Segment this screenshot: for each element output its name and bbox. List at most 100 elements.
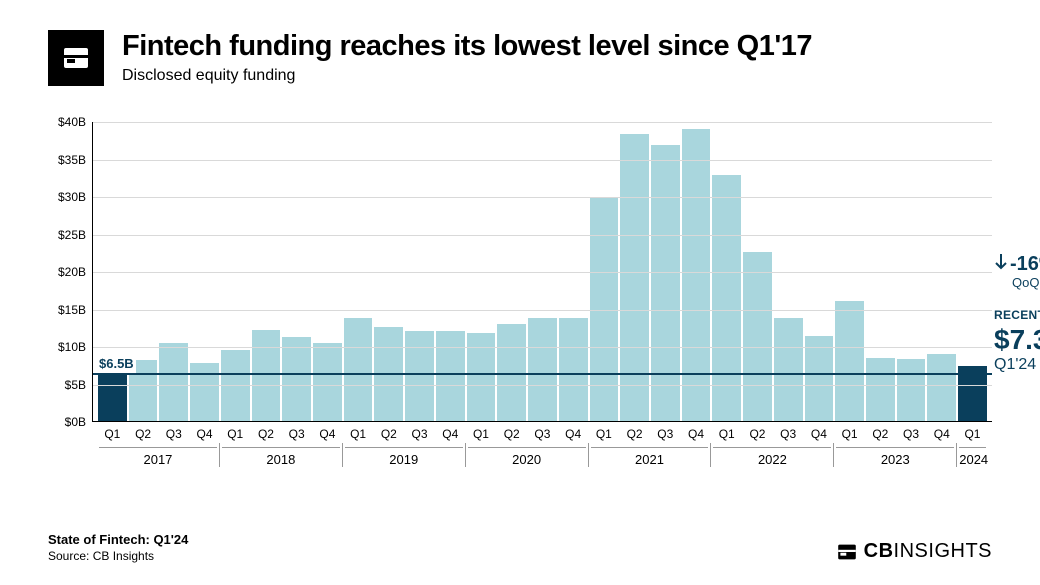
x-quarter-label: Q3 — [281, 421, 312, 441]
x-quarter-label: Q2 — [865, 421, 896, 441]
bar — [682, 129, 711, 422]
footer: State of Fintech: Q1'24 Source: CB Insig… — [48, 532, 992, 563]
x-year-label: 2023 — [834, 443, 957, 467]
x-quarter-label: Q4 — [435, 421, 466, 441]
x-year-label: 2024 — [957, 443, 988, 467]
reference-line — [93, 373, 992, 375]
x-quarter-label: Q3 — [158, 421, 189, 441]
x-year-label: 2022 — [711, 443, 834, 467]
x-year-label: 2020 — [466, 443, 589, 467]
header: Fintech funding reaches its lowest level… — [48, 30, 992, 86]
footer-source: Source: CB Insights — [48, 549, 188, 563]
bar — [252, 330, 281, 422]
x-year-label: 2019 — [343, 443, 466, 467]
bar — [927, 354, 956, 422]
x-axis-years: 20172018201920202021202220232024 — [93, 443, 992, 467]
x-quarter-label: Q1 — [711, 421, 742, 441]
callout-quarter: Q1'24 — [994, 356, 1040, 374]
bar — [436, 331, 465, 421]
bar — [159, 343, 188, 421]
x-axis-quarters: Q1Q2Q3Q4Q1Q2Q3Q4Q1Q2Q3Q4Q1Q2Q3Q4Q1Q2Q3Q4… — [93, 421, 992, 441]
grid-line — [93, 272, 992, 273]
x-year-label: 2017 — [97, 443, 220, 467]
x-quarter-label: Q4 — [804, 421, 835, 441]
brand-light: INSIGHTS — [894, 540, 992, 562]
grid-line — [93, 347, 992, 348]
footer-brand: CBINSIGHTS — [836, 540, 992, 563]
page: Fintech funding reaches its lowest level… — [0, 0, 1040, 585]
callout-pct: -16% — [1010, 253, 1040, 276]
y-tick: $25B — [58, 228, 86, 242]
y-tick: $0B — [65, 415, 86, 429]
bar — [620, 134, 649, 421]
bar — [405, 331, 434, 421]
x-quarter-label: Q1 — [97, 421, 128, 441]
x-quarter-label: Q2 — [251, 421, 282, 441]
page-subtitle: Disclosed equity funding — [122, 67, 812, 85]
grid-line — [93, 235, 992, 236]
bar — [313, 343, 342, 421]
y-tick: $15B — [58, 303, 86, 317]
x-quarter-label: Q4 — [312, 421, 343, 441]
x-year-label: 2021 — [589, 443, 712, 467]
x-quarter-label: Q1 — [466, 421, 497, 441]
y-tick: $5B — [65, 378, 86, 392]
x-quarter-label: Q4 — [681, 421, 712, 441]
bar — [497, 324, 526, 422]
x-quarter-label: Q1 — [957, 421, 988, 441]
plot-area: Q1Q2Q3Q4Q1Q2Q3Q4Q1Q2Q3Q4Q1Q2Q3Q4Q1Q2Q3Q4… — [92, 122, 992, 422]
arrow-down-icon — [994, 252, 1008, 277]
callout: -16% QoQ RECENT LOW $7.3B Q1'24 — [994, 252, 1040, 374]
x-quarter-label: Q2 — [373, 421, 404, 441]
bar — [866, 358, 895, 421]
brand-bold: CB — [864, 540, 894, 562]
x-quarter-label: Q2 — [128, 421, 159, 441]
x-quarter-label: Q2 — [496, 421, 527, 441]
x-quarter-label: Q2 — [619, 421, 650, 441]
bar — [528, 318, 557, 421]
x-quarter-label: Q3 — [404, 421, 435, 441]
bar — [835, 301, 864, 421]
x-quarter-label: Q1 — [220, 421, 251, 441]
bar — [559, 318, 588, 421]
bar — [651, 145, 680, 421]
callout-value: $7.3B — [994, 324, 1040, 356]
bar — [98, 372, 127, 421]
page-title: Fintech funding reaches its lowest level… — [122, 30, 812, 63]
y-tick: $20B — [58, 265, 86, 279]
callout-pct-sub: QoQ — [1012, 275, 1040, 290]
x-quarter-label: Q3 — [773, 421, 804, 441]
grid-line — [93, 160, 992, 161]
x-quarter-label: Q1 — [343, 421, 374, 441]
cb-small-icon — [836, 541, 858, 563]
reference-label: $6.5B — [97, 355, 136, 373]
footer-report-title: State of Fintech: Q1'24 — [48, 532, 188, 547]
y-tick: $30B — [58, 190, 86, 204]
x-axis: Q1Q2Q3Q4Q1Q2Q3Q4Q1Q2Q3Q4Q1Q2Q3Q4Q1Q2Q3Q4… — [93, 421, 992, 467]
cb-logo-icon — [48, 30, 104, 86]
bar — [774, 318, 803, 422]
callout-recent-low: RECENT LOW — [994, 308, 1040, 322]
x-quarter-label: Q3 — [650, 421, 681, 441]
grid-line — [93, 122, 992, 123]
y-tick: $35B — [58, 153, 86, 167]
x-quarter-label: Q3 — [527, 421, 558, 441]
x-quarter-label: Q1 — [589, 421, 620, 441]
y-tick: $10B — [58, 340, 86, 354]
bar — [282, 337, 311, 421]
x-quarter-label: Q3 — [896, 421, 927, 441]
x-year-label: 2018 — [220, 443, 343, 467]
bar — [805, 336, 834, 421]
bar — [344, 318, 373, 422]
y-tick: $40B — [58, 115, 86, 129]
x-quarter-label: Q4 — [558, 421, 589, 441]
bar — [743, 252, 772, 421]
chart: $0B$5B$10B$15B$20B$25B$30B$35B$40B Q1Q2Q… — [48, 122, 992, 482]
y-axis: $0B$5B$10B$15B$20B$25B$30B$35B$40B — [48, 122, 92, 422]
bar — [190, 363, 219, 422]
x-quarter-label: Q4 — [189, 421, 220, 441]
x-quarter-label: Q4 — [926, 421, 957, 441]
bar — [897, 359, 926, 421]
bar — [467, 333, 496, 422]
grid-line — [93, 310, 992, 311]
